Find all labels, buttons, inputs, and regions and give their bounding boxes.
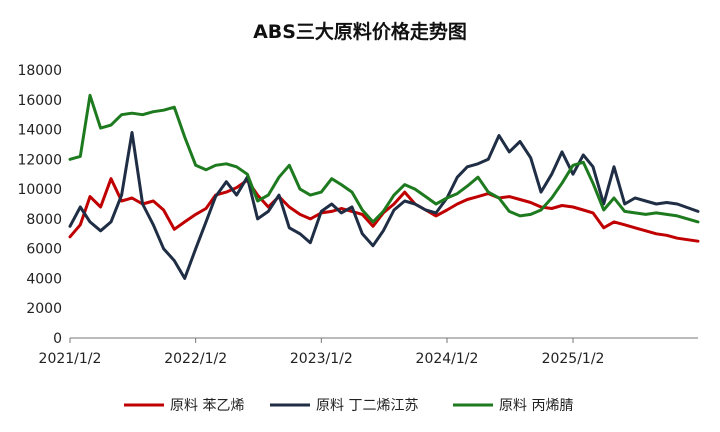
y-tick-label: 10000 — [17, 182, 62, 198]
legend-label: 原料 苯乙烯 — [170, 397, 244, 414]
x-tick-label: 2025/1/2 — [542, 351, 605, 367]
series-line-2 — [68, 131, 700, 280]
y-tick-label: 12000 — [17, 152, 62, 168]
legend-label: 原料 丙烯腈 — [499, 398, 573, 414]
y-axis-ticks: 0 2000 4000 6000 8000 10000 12000 14000 16000 180… — [17, 63, 62, 347]
y-tick-label: 16000 — [17, 93, 62, 109]
y-tick-label: 18000 — [17, 63, 62, 79]
y-tick-label: 8000 — [26, 212, 62, 228]
legend: 原料 苯乙烯 原料 丁二烯江苏 原料 丙烯腈 — [124, 397, 573, 414]
y-tick-label: 14000 — [17, 123, 62, 139]
x-tick-label: 2023/1/2 — [290, 351, 353, 367]
x-axis-ticks: 2021/1/2 2022/1/2 2023/1/2 2024/1/2 2025/1/2 — [39, 338, 605, 367]
series-line-1 — [68, 177, 700, 243]
chart-title: ABS三大原料价格走势图 — [253, 20, 467, 43]
y-tick-label: 0 — [53, 331, 62, 347]
legend-label: 原料 丁二烯江苏 — [316, 398, 418, 414]
x-tick-label: 2022/1/2 — [164, 351, 227, 367]
y-tick-label: 6000 — [26, 242, 62, 258]
series-line-3 — [68, 93, 700, 224]
series-layer — [68, 93, 700, 280]
x-tick-label: 2024/1/2 — [416, 351, 479, 367]
x-tick-label: 2021/1/2 — [39, 351, 102, 367]
y-tick-label: 2000 — [26, 301, 62, 317]
y-tick-label: 4000 — [26, 271, 62, 287]
